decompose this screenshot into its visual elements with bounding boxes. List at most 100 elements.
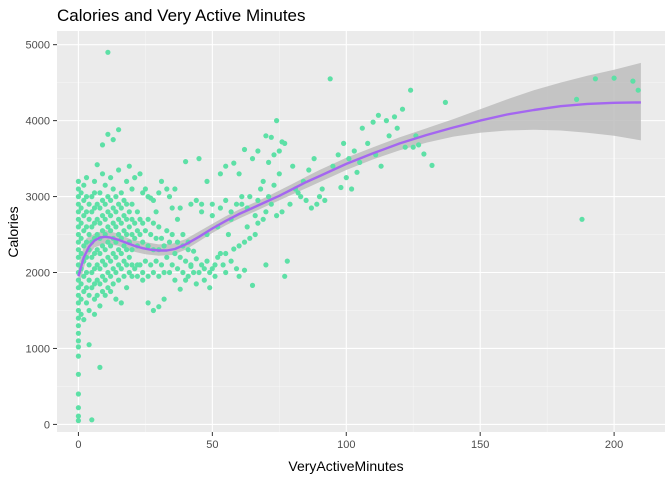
data-point [416, 142, 422, 148]
data-point [91, 311, 98, 317]
data-point [124, 285, 130, 291]
data-point [102, 201, 108, 207]
x-tick-label: 200 [605, 439, 623, 451]
data-point [137, 262, 143, 268]
data-point [177, 286, 183, 292]
data-point [247, 194, 253, 200]
data-point [99, 288, 106, 295]
data-point [129, 216, 135, 222]
data-point [239, 194, 245, 200]
data-point [94, 201, 100, 207]
data-point [199, 201, 205, 207]
data-point [408, 87, 414, 93]
data-point [271, 152, 277, 158]
data-point [193, 256, 199, 262]
data-point [233, 201, 240, 207]
data-point [319, 186, 325, 192]
data-point [236, 243, 242, 249]
data-point [116, 167, 122, 173]
data-point [180, 269, 186, 276]
data-point [86, 216, 92, 222]
data-point [193, 281, 199, 287]
data-point [108, 197, 114, 203]
data-point [150, 220, 156, 226]
data-point [75, 405, 81, 411]
data-point [188, 262, 194, 268]
data-point [193, 197, 199, 203]
data-point [129, 247, 135, 253]
data-point [263, 133, 269, 139]
data-point [126, 254, 132, 260]
data-point [126, 269, 132, 276]
data-point [391, 114, 398, 120]
data-point [75, 247, 81, 253]
data-point [99, 273, 106, 279]
data-point [260, 178, 266, 184]
data-point [86, 201, 92, 207]
data-point [204, 258, 210, 264]
data-point [140, 277, 146, 283]
data-point [223, 250, 229, 257]
data-point [108, 175, 114, 181]
data-point [118, 266, 124, 272]
data-point [349, 186, 355, 192]
data-point [75, 262, 81, 268]
data-point [169, 262, 175, 268]
data-point [91, 220, 98, 226]
data-point [124, 231, 130, 238]
data-point [78, 250, 84, 257]
data-point [81, 197, 87, 203]
data-point [75, 307, 81, 314]
data-point [217, 250, 223, 257]
data-point [244, 224, 250, 230]
data-point [158, 262, 165, 268]
data-point [113, 194, 119, 200]
data-point [99, 142, 106, 148]
data-point [89, 269, 95, 276]
data-point [145, 194, 151, 200]
data-point [201, 266, 207, 272]
data-point [129, 262, 135, 268]
data-point [346, 156, 352, 162]
data-point [121, 213, 127, 219]
data-point [383, 118, 389, 124]
data-point [161, 296, 167, 302]
data-point [105, 194, 111, 200]
data-point [102, 216, 108, 222]
data-point [375, 112, 381, 118]
data-point [322, 197, 328, 203]
data-point [129, 231, 135, 238]
data-point [174, 239, 181, 245]
data-point [110, 250, 116, 257]
data-point [314, 201, 320, 207]
data-point [191, 269, 197, 276]
data-point [118, 300, 124, 306]
data-point [258, 186, 264, 192]
data-point [183, 277, 189, 283]
data-point [592, 76, 599, 82]
data-point [89, 254, 95, 260]
y-tick-label: 5000 [26, 40, 50, 52]
data-point [271, 182, 277, 188]
y-tick-label: 2000 [26, 268, 50, 280]
data-point [91, 296, 98, 302]
data-point [81, 288, 87, 295]
data-point [116, 201, 122, 207]
data-point [174, 266, 181, 272]
data-point [132, 175, 138, 181]
data-point [75, 194, 81, 200]
data-point [276, 148, 282, 154]
data-point [78, 235, 84, 241]
data-point [78, 311, 84, 317]
data-point [75, 330, 81, 336]
data-point [241, 267, 248, 273]
y-axis-title: Calories [5, 206, 21, 257]
data-point [579, 216, 585, 222]
data-point [113, 269, 119, 276]
data-point [94, 262, 100, 268]
data-point [183, 258, 189, 264]
data-point [574, 96, 580, 102]
data-point [86, 342, 92, 348]
